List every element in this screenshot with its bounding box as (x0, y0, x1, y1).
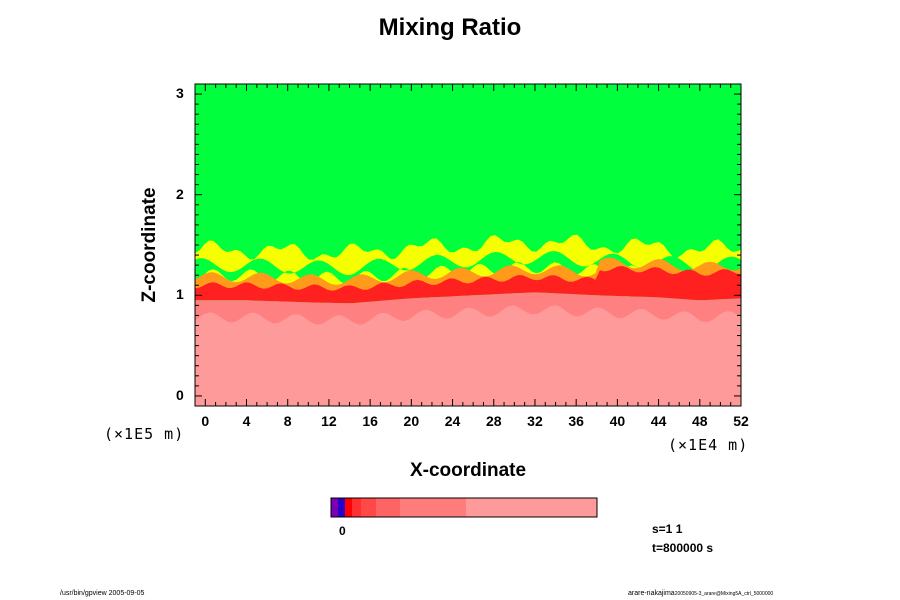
t-label: t=800000 s (652, 541, 714, 555)
colorbar-swatch (345, 498, 352, 517)
x-tick-label: 0 (201, 413, 210, 429)
red-interface (195, 266, 741, 304)
colorbar-swatch (400, 498, 466, 517)
s-label: s=1 1 (652, 522, 683, 536)
y-tick-label: 1 (176, 286, 184, 303)
colorbar-swatch (376, 498, 400, 517)
footer-left: /usr/bin/gpview 2005-09-05 (60, 590, 145, 597)
footer-right-small: 20050905-3_arare@Mixing5A_ctrl_5000000 (674, 591, 774, 597)
x-tick-label: 24 (444, 413, 461, 429)
colorbar-swatch (466, 498, 597, 517)
x-tick-label: 32 (527, 413, 543, 429)
x-tick-label: 8 (283, 413, 292, 429)
x-axis-label: X-coordinate (409, 460, 527, 481)
colorbar-swatch (361, 498, 376, 517)
colorbar-swatch (331, 498, 338, 517)
colorbar-min-label: 0 (339, 524, 346, 538)
mixing-ratio-field (195, 84, 741, 406)
colorbar-frame (330, 497, 598, 518)
x-tick-label: 4 (242, 413, 251, 429)
y-axis-label: Z-coordinate (139, 187, 160, 303)
x-tick-label: 12 (321, 413, 337, 429)
x-tick-label: 28 (485, 413, 502, 429)
lower-layer (195, 305, 741, 406)
y-tick-label: 2 (176, 185, 184, 202)
x-tick-label: 48 (691, 413, 708, 429)
colorbar-swatch (352, 498, 361, 517)
x-tick-label: 52 (733, 413, 749, 429)
simulation-info: s=1 1 t=800000 s (652, 520, 713, 558)
x-axis-unit: (×1E4 m) (668, 436, 749, 454)
footer-right: arare-nakajima20050905-3_arare@Mixing5A_… (628, 590, 773, 597)
x-tick-label: 40 (609, 413, 626, 429)
x-tick-label: 16 (362, 413, 378, 429)
y-tick-label: 3 (176, 85, 184, 102)
x-tick-label: 36 (568, 413, 584, 429)
colorbar (330, 497, 598, 518)
chart-title: Mixing Ratio (378, 14, 522, 41)
x-tick-label: 20 (403, 413, 420, 429)
y-tick-label: 0 (176, 386, 184, 403)
y-axis-unit: (×1E5 m) (104, 425, 185, 443)
footer-right-main: arare-nakajima (628, 590, 675, 597)
axes-frame (194, 83, 742, 407)
x-tick-label: 44 (650, 413, 667, 429)
colorbar-swatch (338, 498, 345, 517)
